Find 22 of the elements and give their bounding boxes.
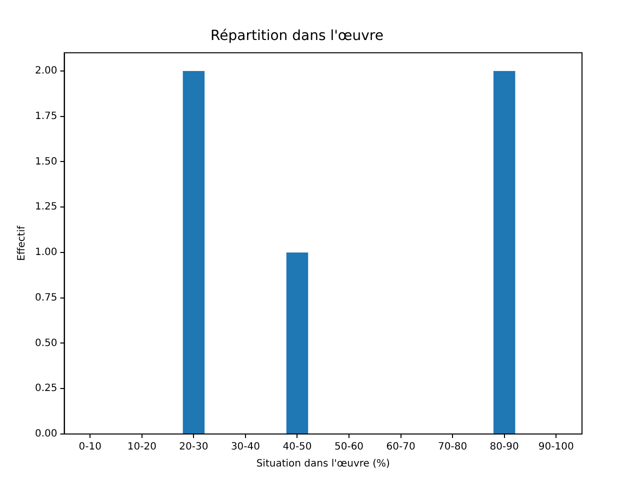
x-axis-title: Situation dans l'œuvre (%): [256, 458, 390, 470]
x-tick-label: 10-20: [127, 442, 156, 453]
chart-title: Répartition dans l'œuvre: [210, 28, 384, 44]
x-tick-label: 70-80: [438, 442, 468, 453]
x-tick-label: 90-100: [538, 442, 574, 453]
y-tick-label: 1.75: [35, 110, 58, 122]
y-tick-label: 0.50: [35, 338, 58, 349]
x-tick-label: 20-30: [179, 442, 208, 453]
x-tick-label: 80-90: [490, 442, 519, 453]
y-tick-label: 1.00: [35, 247, 58, 258]
y-axis-title: Effectif: [16, 225, 28, 261]
y-tick-label: 2.00: [35, 66, 58, 77]
x-tick-label: 50-60: [334, 442, 364, 453]
y-tick-label: 0.25: [35, 383, 58, 394]
y-tick-label: 0.75: [35, 292, 58, 304]
x-tick-label: 40-50: [282, 442, 312, 453]
y-tick-label: 0.00: [35, 428, 58, 440]
y-tick-label: 1.50: [35, 156, 58, 168]
x-tick-label: 60-70: [386, 442, 416, 453]
x-tick-label: 0-10: [78, 442, 102, 453]
y-tick-label: 1.25: [35, 202, 58, 213]
x-tick-label: 30-40: [230, 442, 260, 453]
